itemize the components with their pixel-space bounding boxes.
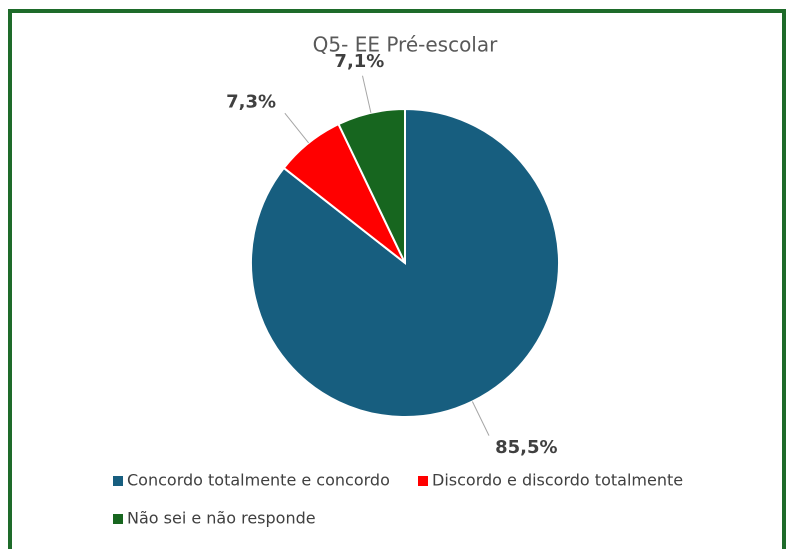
legend-label: Discordo e discordo totalmente (432, 471, 683, 490)
legend-swatch (113, 514, 123, 524)
legend-swatch (113, 476, 123, 486)
data-label: 85,5% (495, 437, 557, 458)
leader-line (284, 112, 310, 144)
legend-swatch (418, 476, 428, 486)
pie-slice (249, 107, 560, 418)
legend-label: Concordo totalmente e concordo (127, 471, 390, 490)
chart-title: Q5- EE Pré-escolar (313, 33, 498, 57)
frame (8, 9, 786, 549)
pie-slice (337, 107, 406, 264)
leader-line (361, 75, 372, 113)
data-label: 7,3% (226, 91, 276, 112)
data-label: 7,1% (334, 51, 384, 72)
legend-label: Não sei e não responde (127, 509, 316, 528)
leader-line (471, 401, 490, 436)
